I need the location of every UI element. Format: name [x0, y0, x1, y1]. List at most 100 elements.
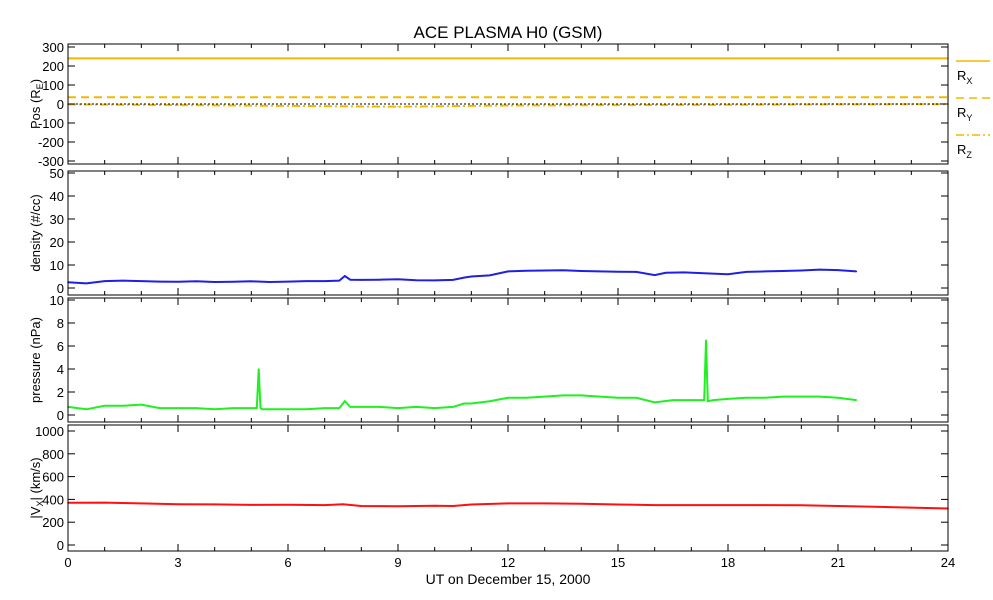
data-point-vx: [617, 503, 619, 506]
x-tick-label: 12: [501, 555, 515, 570]
series-line-pressure: [67, 340, 857, 411]
data-point-density: [562, 269, 564, 272]
data-point-pressure: [85, 408, 88, 411]
y-axis-label-part: Pos (R: [28, 89, 43, 129]
data-point-density: [598, 270, 601, 273]
y-tick-label: -100: [38, 116, 64, 131]
data-point-pressure: [259, 407, 262, 409]
data-point-pressure: [800, 395, 803, 398]
x-tick-label: 18: [721, 555, 735, 570]
data-point-density: [683, 271, 685, 274]
data-point-density: [525, 269, 528, 272]
data-point-pressure: [256, 407, 258, 409]
y-tick-label: -300: [38, 154, 64, 169]
data-point-density: [323, 280, 326, 282]
data-point-pressure: [837, 396, 839, 399]
data-point-density: [763, 270, 766, 273]
legend-label: RX: [957, 68, 972, 86]
data-point-pressure: [463, 402, 465, 405]
y-tick-label: 800: [42, 447, 64, 462]
y-axis-label-pressure: pressure (nPa): [28, 317, 43, 403]
y-axis-label-part: | (km/s): [28, 457, 43, 500]
x-tick-label: 9: [394, 555, 401, 570]
data-point-density: [177, 280, 179, 283]
data-point-pressure: [268, 408, 271, 411]
series-line-Rz: [67, 103, 949, 108]
data-point-density: [122, 279, 124, 282]
x-tick-label: 3: [174, 555, 181, 570]
data-point-vx: [213, 503, 216, 506]
data-point-density: [543, 269, 546, 272]
data-point-vx: [140, 502, 143, 505]
data-point-density: [463, 276, 465, 279]
data-point-vx: [103, 501, 106, 504]
y-tick-label: 0: [57, 538, 64, 553]
data-point-pressure: [818, 395, 821, 398]
series-line-density: [67, 268, 857, 285]
data-point-density: [338, 279, 341, 282]
legend-label-part: R: [957, 105, 966, 120]
x-tick-label: 21: [831, 555, 845, 570]
data-point-Rz: [507, 104, 509, 107]
data-point-density: [344, 275, 346, 277]
data-point-density: [800, 269, 803, 272]
data-point-vx: [452, 505, 454, 507]
y-tick-label: 40: [50, 189, 64, 204]
data-point-density: [378, 278, 381, 281]
data-point-vx: [763, 504, 766, 506]
legend-label-part: X: [966, 76, 972, 86]
y-tick-label: 100: [42, 78, 64, 93]
x-axis-label: UT on December 15, 2000: [426, 571, 591, 587]
data-point-vx: [873, 506, 876, 508]
data-point-pressure: [349, 406, 352, 408]
data-point-density: [664, 272, 667, 274]
data-point-density: [837, 269, 839, 271]
data-point-density: [470, 275, 473, 278]
data-point-pressure: [323, 407, 326, 409]
data-point-vx: [250, 504, 253, 506]
data-point-pressure: [705, 339, 707, 342]
data-point-pressure: [562, 394, 564, 397]
data-point-pressure: [690, 399, 693, 401]
data-point-vx: [507, 502, 509, 505]
data-point-vx: [470, 503, 473, 506]
data-point-pressure: [257, 368, 260, 370]
legend-label-part: Z: [966, 150, 972, 160]
x-tick-label: 15: [611, 555, 625, 570]
data-point-pressure: [855, 399, 858, 401]
y-tick-label: 10: [50, 293, 64, 308]
data-point-pressure: [140, 403, 143, 406]
data-point-density: [103, 280, 106, 282]
y-tick-label: 2: [57, 385, 64, 400]
y-tick-label: 200: [42, 515, 64, 530]
legend-label-part: Y: [966, 113, 972, 123]
data-point-vx: [287, 503, 289, 506]
data-point-density: [349, 278, 352, 281]
y-axis-label-density: density (#/cc): [28, 194, 43, 271]
data-point-vx: [543, 502, 546, 505]
data-point-pressure: [415, 406, 418, 408]
data-point-Rz: [617, 104, 619, 106]
data-point-density: [85, 282, 88, 285]
data-point-pressure: [287, 408, 289, 411]
y-tick-label: 600: [42, 470, 64, 485]
y-tick-label: 6: [57, 339, 64, 354]
data-point-pressure: [397, 407, 399, 409]
data-point-pressure: [598, 395, 601, 398]
data-point-density: [818, 268, 821, 271]
data-point-pressure: [158, 407, 161, 409]
data-point-pressure: [250, 407, 253, 409]
data-point-pressure: [378, 406, 381, 408]
y-tick-label: 0: [57, 281, 64, 296]
data-point-density: [140, 280, 143, 282]
data-point-density: [617, 270, 619, 273]
panel-frame-density: [67, 170, 949, 296]
data-point-pressure: [672, 399, 674, 401]
data-point-pressure: [122, 405, 124, 407]
data-point-Rz: [287, 105, 289, 107]
y-tick-label: 10: [50, 258, 64, 273]
data-point-density: [305, 280, 308, 282]
y-tick-label: 400: [42, 492, 64, 507]
